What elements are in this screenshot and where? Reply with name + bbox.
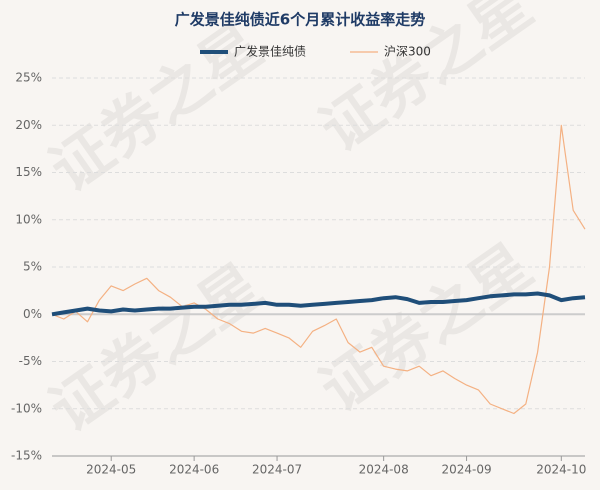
- y-tick-label: 10%: [15, 212, 42, 226]
- legend-label: 广发景佳纯债: [234, 44, 306, 59]
- x-tick-label: 2024-06: [169, 463, 219, 477]
- y-tick-label: -10%: [11, 401, 42, 415]
- x-tick-label: 2024-09: [441, 463, 491, 477]
- watermark: 证券之星: [38, 251, 275, 446]
- y-tick-label: -5%: [19, 354, 42, 368]
- x-tick-label: 2024-08: [359, 463, 409, 477]
- watermark: 证券之星: [308, 231, 545, 426]
- watermark: 证券之星: [38, 11, 275, 206]
- series-line: [51, 124, 586, 415]
- y-tick-label: -15%: [11, 449, 42, 463]
- legend-label: 沪深300: [384, 45, 431, 59]
- x-tick-label: 2024-05: [86, 463, 136, 477]
- y-tick-label: 5%: [23, 260, 42, 274]
- y-tick-label: 15%: [15, 165, 42, 179]
- series-line: [51, 291, 586, 317]
- x-tick-label: 2024-10: [536, 463, 586, 477]
- y-tick-label: 0%: [23, 307, 42, 321]
- x-tick-label: 2024-07: [252, 463, 302, 477]
- y-tick-label: 20%: [15, 118, 42, 132]
- chart-title: 广发景佳纯债近6个月累计收益率走势: [175, 11, 425, 29]
- y-tick-label: 25%: [15, 71, 42, 85]
